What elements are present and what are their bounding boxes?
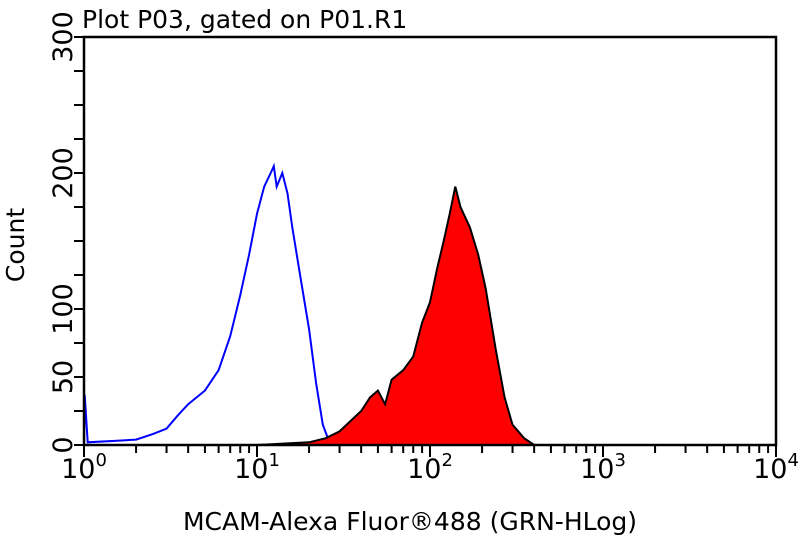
histogram-outline-series	[83, 162, 340, 446]
y-tick-label: 300	[48, 11, 79, 63]
x-axis-label: MCAM-Alexa Fluor®488 (GRN-HLog)	[183, 507, 637, 536]
y-axis-label: Count	[1, 208, 30, 282]
chart-title: Plot P03, gated on P01.R1	[82, 5, 407, 34]
x-tick-label: 101	[234, 450, 280, 485]
x-tick-label: 100	[61, 450, 107, 485]
y-tick-label: 0	[48, 436, 79, 453]
y-tick-label: 100	[48, 283, 79, 335]
y-tick-label: 200	[48, 147, 79, 199]
x-tick-label: 102	[407, 450, 453, 485]
x-tick-label: 104	[753, 450, 799, 485]
histogram-filled-series	[84, 186, 776, 446]
x-tick-label: 103	[580, 450, 626, 485]
y-tick-label: 50	[48, 360, 79, 394]
